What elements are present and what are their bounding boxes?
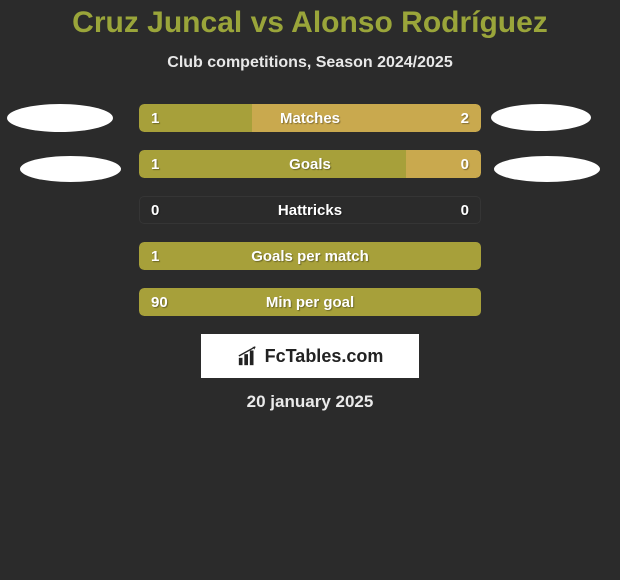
stat-row: 10Goals <box>139 150 481 178</box>
avatar-right-1 <box>491 104 591 131</box>
stat-bar-right <box>406 150 481 178</box>
logo-text: FcTables.com <box>265 346 384 367</box>
stat-value-left: 1 <box>151 104 159 132</box>
stat-value-left: 90 <box>151 288 168 316</box>
stat-value-left: 1 <box>151 150 159 178</box>
date: 20 january 2025 <box>0 392 620 412</box>
stat-bar-left <box>139 242 481 270</box>
subtitle: Club competitions, Season 2024/2025 <box>0 54 620 72</box>
title: Cruz Juncal vs Alonso Rodríguez <box>0 6 620 40</box>
stat-bar-left <box>139 288 481 316</box>
player-left-name: Cruz Juncal <box>72 6 242 39</box>
player-right-name: Alonso Rodríguez <box>291 6 548 39</box>
stat-value-left: 0 <box>151 196 159 224</box>
stat-value-right: 2 <box>461 104 469 132</box>
stat-value-left: 1 <box>151 242 159 270</box>
bar-chart-icon <box>237 345 259 367</box>
stat-value-right: 0 <box>461 196 469 224</box>
stat-label: Hattricks <box>139 196 481 224</box>
site-logo: FcTables.com <box>201 334 419 378</box>
comparison-infographic: Cruz Juncal vs Alonso Rodríguez Club com… <box>0 0 620 412</box>
stat-row: 1Goals per match <box>139 242 481 270</box>
stat-row: 12Matches <box>139 104 481 132</box>
avatar-left-1 <box>7 104 113 132</box>
stat-bar-right <box>252 104 481 132</box>
stat-row: 90Min per goal <box>139 288 481 316</box>
stat-row: 0 0Hattricks <box>139 196 481 224</box>
avatar-left-2 <box>20 156 121 182</box>
stats-list: 12Matches10Goals00Hattricks1Goals per ma… <box>139 104 481 316</box>
stat-bar-left <box>139 150 406 178</box>
vs-separator: vs <box>251 6 292 39</box>
avatar-right-2 <box>494 156 600 182</box>
stat-value-right: 0 <box>461 150 469 178</box>
